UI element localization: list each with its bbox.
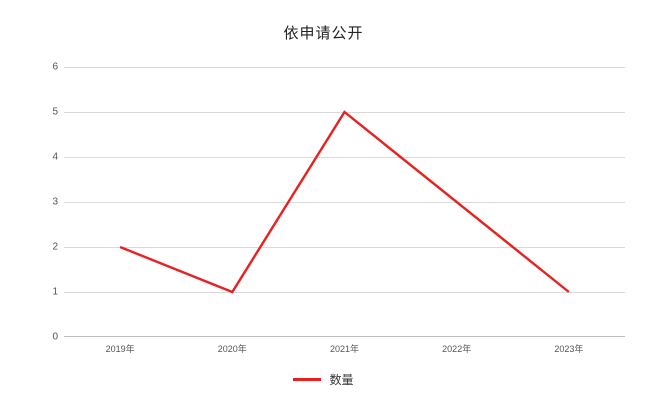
grid-line: [64, 292, 625, 293]
x-axis: 2019年 2020年 2021年 2022年 2023年: [64, 342, 625, 358]
y-tick-label: 0: [52, 331, 58, 343]
y-tick-label: 2: [52, 241, 58, 253]
legend-label-shuliang: 数量: [329, 373, 354, 387]
chart-title: 依申请公开: [283, 26, 364, 42]
x-tick-label: 2019年: [105, 344, 135, 354]
legend-swatch-shuliang: [293, 378, 322, 381]
x-tick-label: 2023年: [554, 344, 584, 354]
x-tick-label: 2022年: [442, 344, 472, 354]
line-series-layer: [119, 110, 570, 294]
y-tick-label: 3: [52, 196, 58, 208]
grid-line: [64, 67, 625, 68]
chart-legend: 数量: [0, 371, 647, 388]
grid-line: [64, 247, 625, 248]
plot-area: [64, 67, 625, 337]
y-axis: 0 1 2 3 4 5 6: [30, 62, 58, 343]
grid-line: [64, 202, 625, 203]
y-tick-label: 1: [52, 286, 58, 298]
y-tick-label: 5: [52, 106, 58, 118]
grid-line: [64, 157, 625, 158]
x-axis-line: [64, 336, 625, 337]
y-tick-label: 6: [52, 61, 58, 73]
y-tick-label: 4: [52, 151, 58, 163]
x-tick-label: 2021年: [329, 344, 360, 354]
line-series-数量: [119, 110, 570, 294]
x-tick-label: 2020年: [217, 344, 247, 354]
